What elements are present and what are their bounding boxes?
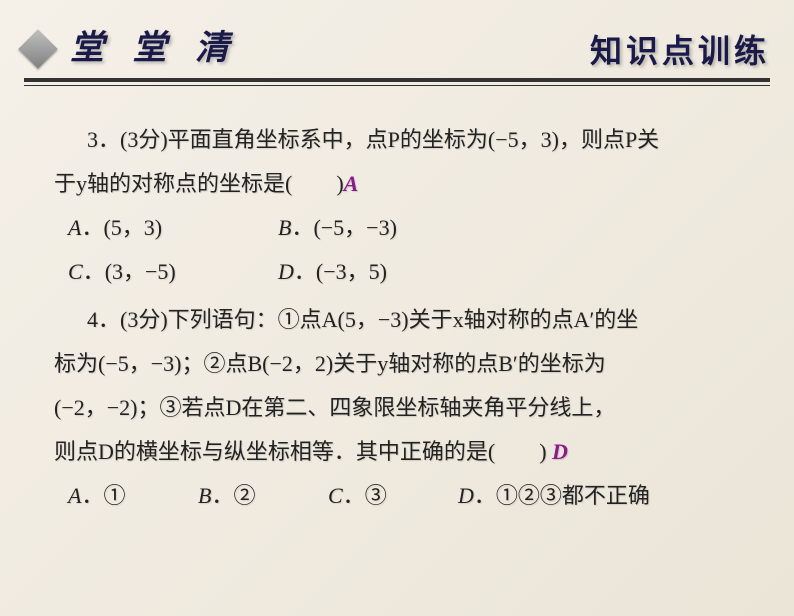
q4-line4-text: 则点D的横坐标与纵坐标相等．其中正确的是( ) (54, 439, 547, 464)
q3-answer: A (344, 171, 359, 196)
q4-line3: (−2，−2)；③若点D在第二、四象限坐标轴夹角平分线上， (54, 386, 740, 430)
q3-options-row1: A．(5，3) B．(−5，−3) (68, 206, 740, 250)
q4-opt-b: B．② (198, 474, 328, 518)
title-right: 知识点训练 (590, 26, 770, 72)
q4-line4: 则点D的横坐标与纵坐标相等．其中正确的是( ) D (54, 430, 740, 474)
q3-opt-b: B．(−5，−3) (278, 206, 488, 250)
q3-opt-c: C．(3，−5) (68, 250, 278, 294)
q4-opt-c: C．③ (328, 474, 458, 518)
title-left: 堂 堂 清 (70, 20, 239, 69)
q3-line1: 3．(3分)平面直角坐标系中，点P的坐标为(−5，3)，则点P关 (54, 118, 740, 162)
q4-opt-a: A．① (68, 474, 198, 518)
question-3: 3．(3分)平面直角坐标系中，点P的坐标为(−5，3)，则点P关 于y轴的对称点… (54, 118, 740, 294)
content-area: 3．(3分)平面直角坐标系中，点P的坐标为(−5，3)，则点P关 于y轴的对称点… (0, 100, 794, 518)
header-underline (24, 78, 770, 82)
q4-line1: 4．(3分)下列语句：①点A(5，−3)关于x轴对称的点A′的坐 (54, 298, 740, 342)
q4-options-row: A．① B．② C．③ D．①②③都不正确 (68, 474, 740, 518)
question-4: 4．(3分)下列语句：①点A(5，−3)关于x轴对称的点A′的坐 标为(−5，−… (54, 298, 740, 518)
header-bar: 堂 堂 清 知识点训练 (24, 20, 770, 90)
q4-answer: D (552, 439, 568, 464)
q3-options-row2: C．(3，−5) D．(−3，5) (68, 250, 740, 294)
q3-line2-text: 于y轴的对称点的坐标是( ) (54, 171, 344, 196)
q3-opt-a: A．(5，3) (68, 206, 278, 250)
q4-opt-d: D．①②③都不正确 (458, 474, 650, 518)
q3-opt-d: D．(−3，5) (278, 250, 488, 294)
diamond-icon (18, 29, 58, 69)
header-left: 堂 堂 清 (24, 20, 239, 69)
q4-line2: 标为(−5，−3)；②点B(−2，2)关于y轴对称的点B′的坐标为 (54, 342, 740, 386)
q3-line2: 于y轴的对称点的坐标是( )A (54, 162, 740, 206)
